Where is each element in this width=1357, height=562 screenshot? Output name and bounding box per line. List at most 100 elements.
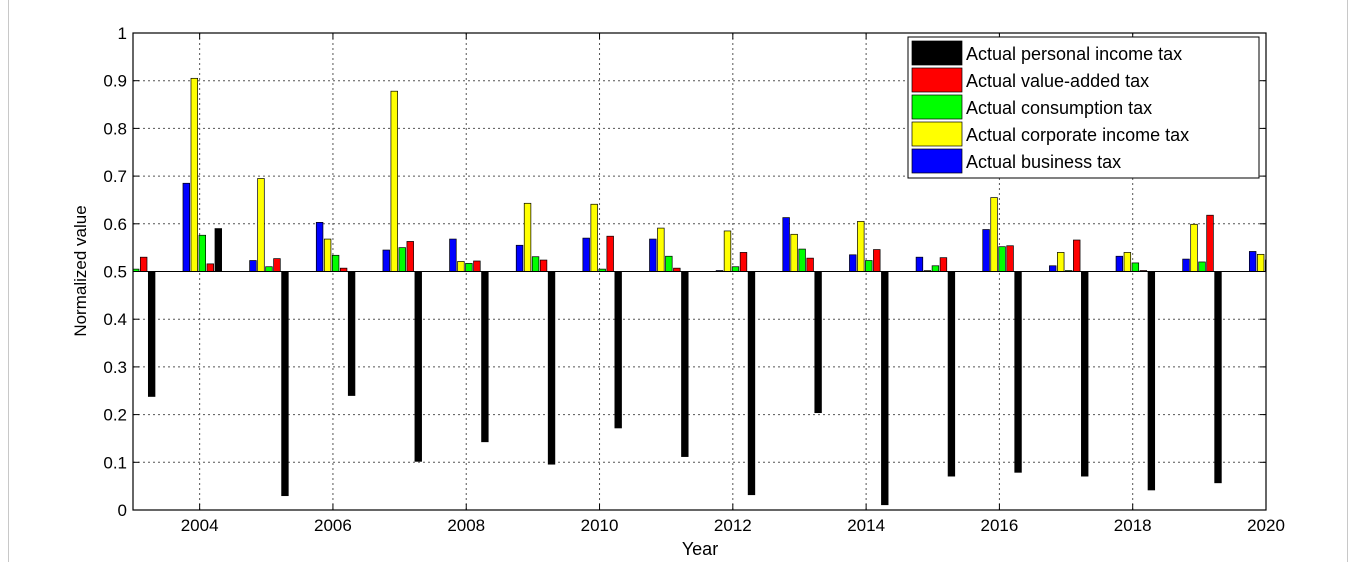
bar-actual-personal-income-tax bbox=[1014, 271, 1022, 473]
legend-label: Actual corporate income tax bbox=[966, 125, 1189, 145]
bar-actual-personal-income-tax bbox=[281, 271, 289, 497]
bar-actual-value-added-tax bbox=[473, 260, 481, 272]
bar-actual-corporate-income-tax bbox=[1190, 223, 1198, 272]
bar-actual-personal-income-tax bbox=[214, 228, 222, 272]
legend-swatch bbox=[911, 148, 963, 174]
bar-actual-value-added-tax bbox=[406, 241, 414, 272]
bar-actual-corporate-income-tax bbox=[723, 230, 732, 272]
y-tick-label: 0.2 bbox=[103, 406, 127, 425]
legend-box bbox=[907, 36, 1260, 179]
bar-actual-business-tax bbox=[515, 244, 524, 272]
bar-actual-consumption-tax bbox=[398, 247, 406, 272]
bar-actual-corporate-income-tax bbox=[523, 202, 532, 272]
y-axis-label: Normalized value bbox=[71, 205, 90, 336]
legend-label: Actual consumption tax bbox=[966, 98, 1152, 118]
legend-label: Actual value-added tax bbox=[966, 71, 1149, 91]
bar-actual-consumption-tax bbox=[531, 256, 540, 272]
bar-actual-consumption-tax bbox=[665, 255, 673, 272]
bar-actual-business-tax bbox=[582, 237, 590, 272]
bar-actual-personal-income-tax bbox=[947, 271, 956, 477]
legend-swatch bbox=[911, 94, 963, 120]
bar-actual-personal-income-tax bbox=[1214, 271, 1222, 484]
bar-actual-business-tax bbox=[782, 217, 790, 272]
x-tick-label: 2016 bbox=[980, 516, 1018, 535]
bar-actual-consumption-tax bbox=[931, 265, 940, 272]
bar-actual-personal-income-tax bbox=[747, 271, 756, 496]
bar-actual-corporate-income-tax bbox=[1123, 252, 1132, 272]
bar-actual-consumption-tax bbox=[731, 266, 740, 272]
bar-actual-corporate-income-tax bbox=[323, 238, 332, 272]
bar-actual-consumption-tax bbox=[465, 263, 473, 272]
bar-actual-value-added-tax bbox=[806, 257, 814, 272]
bar-actual-personal-income-tax bbox=[1081, 271, 1089, 477]
bar-actual-business-tax bbox=[249, 260, 257, 272]
bar-actual-business-tax bbox=[1049, 265, 1057, 272]
y-tick-label: 0.8 bbox=[103, 119, 127, 138]
bar-actual-corporate-income-tax bbox=[1057, 252, 1065, 272]
y-tick-label: 0.6 bbox=[103, 215, 127, 234]
bar-actual-value-added-tax bbox=[673, 267, 681, 272]
bar-actual-personal-income-tax bbox=[347, 271, 356, 396]
bar-actual-personal-income-tax bbox=[681, 271, 689, 457]
bar-actual-personal-income-tax bbox=[814, 271, 822, 414]
bar-actual-value-added-tax bbox=[1006, 245, 1014, 272]
bar-actual-value-added-tax bbox=[606, 235, 614, 272]
bar-actual-corporate-income-tax bbox=[457, 261, 465, 272]
bar-actual-consumption-tax bbox=[998, 246, 1006, 272]
x-tick-label: 2004 bbox=[181, 516, 219, 535]
bar-actual-business-tax bbox=[315, 222, 324, 272]
bar-actual-corporate-income-tax bbox=[1256, 253, 1265, 272]
bar-actual-corporate-income-tax bbox=[857, 221, 865, 272]
x-axis-label: Year bbox=[682, 539, 718, 559]
bar-actual-value-added-tax bbox=[1073, 239, 1081, 272]
bar-actual-consumption-tax bbox=[1131, 262, 1140, 272]
bar-actual-consumption-tax bbox=[798, 248, 806, 272]
y-tick-label: 0.4 bbox=[103, 310, 127, 329]
bar-actual-consumption-tax bbox=[265, 266, 273, 272]
bar-actual-personal-income-tax bbox=[481, 271, 489, 443]
bar-actual-consumption-tax bbox=[865, 260, 873, 272]
x-tick-label: 2006 bbox=[314, 516, 352, 535]
bar-actual-value-added-tax bbox=[539, 259, 548, 272]
y-tick-label: 0.7 bbox=[103, 167, 127, 186]
bar-actual-corporate-income-tax bbox=[990, 197, 998, 272]
legend-swatch bbox=[911, 40, 963, 66]
y-tick-label: 0.9 bbox=[103, 72, 127, 91]
x-tick-label: 2012 bbox=[714, 516, 752, 535]
bar-actual-business-tax bbox=[382, 249, 390, 272]
bar-actual-business-tax bbox=[1248, 251, 1257, 272]
bar-actual-value-added-tax bbox=[139, 256, 148, 272]
bar-actual-business-tax bbox=[982, 229, 990, 272]
bar-actual-business-tax bbox=[649, 238, 657, 272]
bar-actual-personal-income-tax bbox=[547, 271, 556, 465]
y-axis: 0 0.1 0.2 0.3 0.4 0.5 0.6 0.7 0.8 0.9 1 bbox=[103, 24, 1266, 520]
y-tick-label: 0.5 bbox=[103, 263, 127, 282]
bar-actual-corporate-income-tax bbox=[390, 90, 398, 272]
bar-actual-personal-income-tax bbox=[147, 271, 156, 397]
figure-frame bbox=[8, 0, 1348, 562]
legend-swatch bbox=[911, 121, 963, 147]
bar-actual-corporate-income-tax bbox=[257, 178, 265, 272]
bar-actual-business-tax bbox=[182, 182, 190, 272]
bar-actual-business-tax bbox=[1182, 258, 1190, 272]
y-tick-label: 0 bbox=[118, 501, 127, 520]
bar-actual-value-added-tax bbox=[339, 267, 348, 272]
bar-actual-consumption-tax bbox=[331, 254, 340, 272]
y-tick-label: 1 bbox=[118, 24, 127, 43]
x-tick-label: 2014 bbox=[847, 516, 885, 535]
bar-actual-personal-income-tax bbox=[881, 271, 889, 506]
x-tick-label: 2020 bbox=[1247, 516, 1285, 535]
legend-swatch bbox=[911, 67, 963, 93]
y-tick-label: 0.1 bbox=[103, 453, 127, 472]
legend-label: Actual business tax bbox=[966, 152, 1121, 172]
legend: Actual personal income tax Actual value-a… bbox=[907, 36, 1260, 179]
bar-actual-personal-income-tax bbox=[614, 271, 622, 429]
bar-actual-corporate-income-tax bbox=[790, 233, 798, 272]
bar-actual-business-tax bbox=[449, 238, 457, 272]
x-tick-label: 2008 bbox=[447, 516, 485, 535]
x-tick-label: 2010 bbox=[581, 516, 619, 535]
x-tick-label: 2018 bbox=[1114, 516, 1152, 535]
bar-actual-value-added-tax bbox=[873, 249, 881, 272]
legend-label: Actual personal income tax bbox=[966, 44, 1182, 64]
